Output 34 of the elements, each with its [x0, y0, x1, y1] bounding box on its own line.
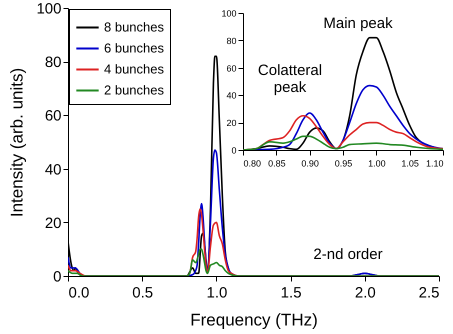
legend-label: 6 bunches [104, 40, 164, 56]
y-axis-title: Intensity (arb. units) [7, 68, 26, 218]
y-tick-label: 60 [226, 63, 236, 74]
annotation: 2-nd order [313, 246, 383, 263]
y-tick-label: 80 [44, 54, 62, 72]
legend-label: 2 bunches [104, 82, 164, 98]
y-tick-label: 60 [44, 108, 62, 125]
x-tick-label: 1.00 [368, 158, 386, 168]
x-tick-label: 0.80 [244, 158, 262, 168]
x-axis-title: Frequency (THz) [190, 310, 318, 330]
y-tick-label: 0 [53, 268, 62, 286]
x-tick-label: 1.0 [206, 284, 228, 302]
x-tick-label: 1.05 [401, 158, 419, 168]
annotation: Main peak [323, 15, 394, 32]
y-tick-label: 20 [44, 214, 62, 232]
x-tick-label: 0.95 [334, 158, 352, 168]
legend-label: 4 bunches [104, 62, 164, 76]
y-tick-label: 100 [221, 8, 236, 18]
x-tick-label: 2.0 [354, 284, 376, 302]
legend-label: 8 bunches [104, 20, 164, 34]
y-tick-label: 100 [36, 0, 62, 18]
y-tick-label: 0 [231, 146, 236, 156]
x-tick-label: 2.5 [418, 284, 440, 302]
y-tick-label: 80 [226, 36, 236, 46]
x-tick-label: 0.85 [268, 158, 286, 168]
x-tick-label: 0.5 [132, 284, 154, 302]
x-tick-label: 0.90 [301, 158, 319, 168]
x-tick-label: 0.0 [68, 284, 90, 302]
y-tick-label: 40 [226, 90, 236, 101]
x-tick-label: 1.10 [426, 158, 444, 168]
y-tick-label: 20 [226, 118, 236, 128]
y-tick-label: 40 [44, 161, 62, 178]
annotation: Colatteral peak [258, 62, 322, 96]
x-tick-label: 1.5 [280, 284, 302, 302]
